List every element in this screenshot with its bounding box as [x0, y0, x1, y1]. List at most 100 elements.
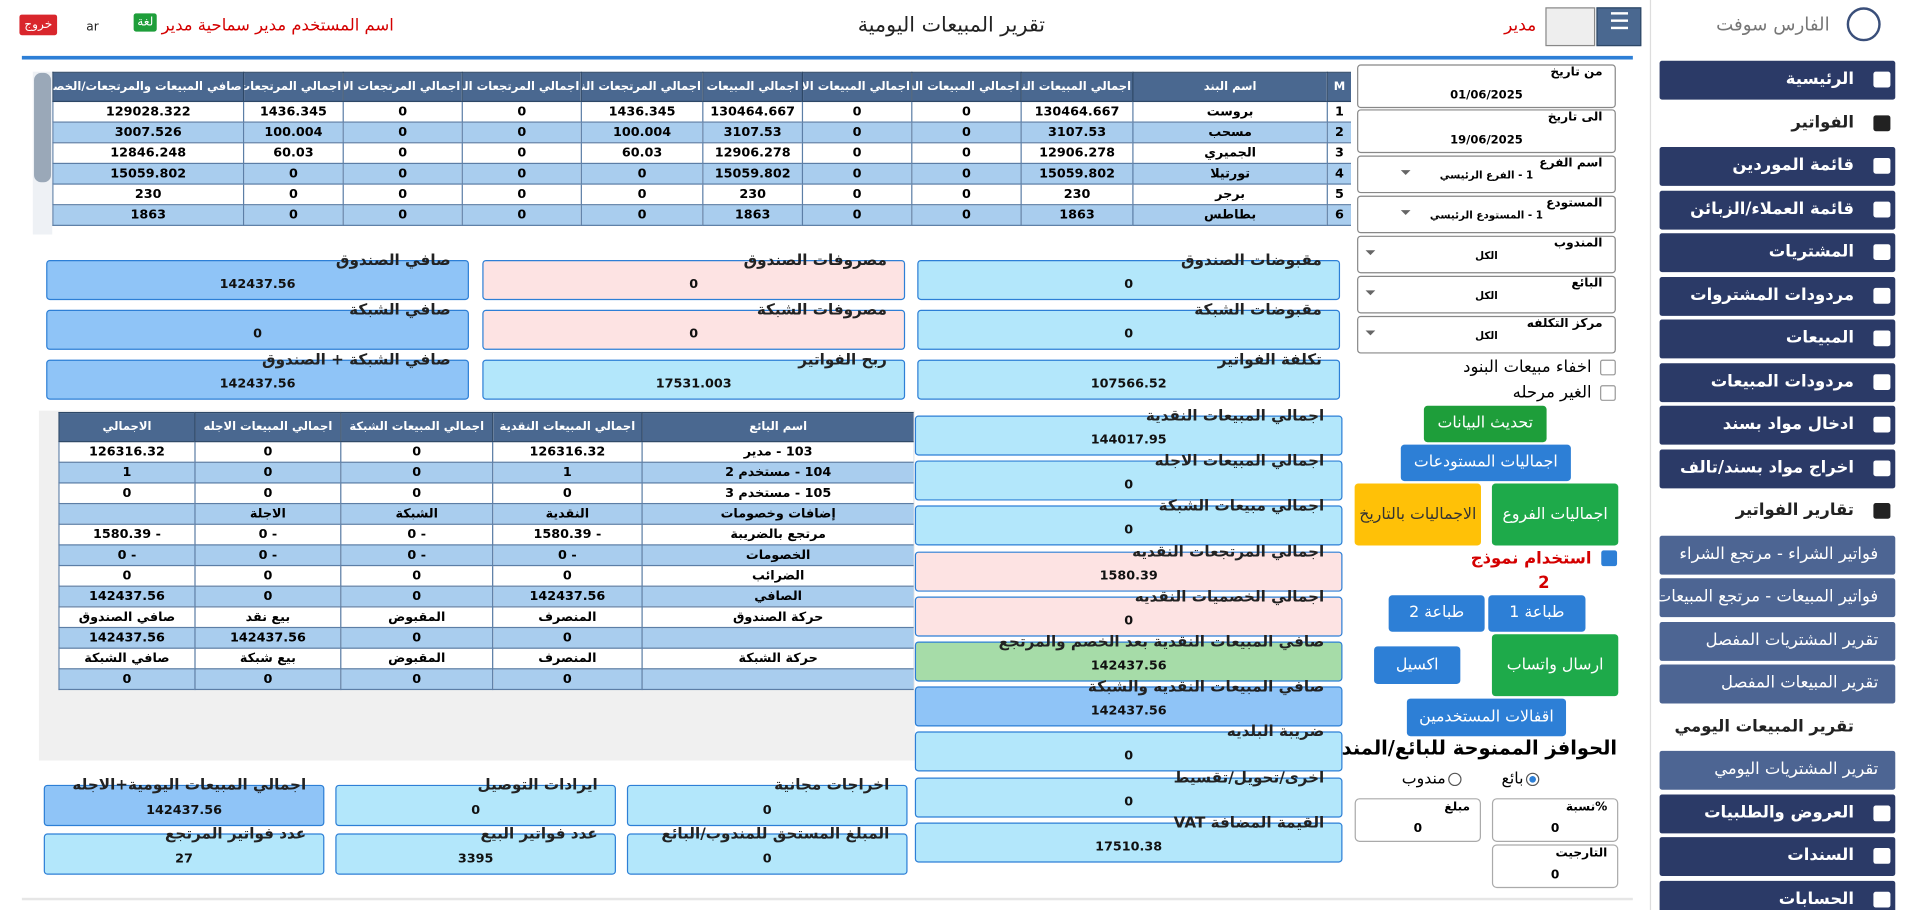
filter[interactable]: الى تاريخ 19/06/2025 — [1357, 109, 1616, 154]
table-cell: 0 — [58, 482, 196, 505]
menu-item[interactable]: مردودات المبيعات — [1659, 362, 1896, 402]
filter[interactable]: المستودع 1 - المستودع الرئيسي — [1357, 195, 1616, 234]
checkbox[interactable] — [1600, 359, 1616, 376]
cell-text: 60.03 — [621, 145, 663, 161]
menu-item[interactable]: قائمة العملاء/الزبائن — [1659, 190, 1896, 230]
menu-item[interactable]: قائمة الموردين — [1659, 147, 1896, 186]
box-value: 142437.56 — [219, 376, 296, 392]
menu-item[interactable]: تقارير الفواتير — [1659, 492, 1896, 531]
excel-button[interactable]: اكسيل — [1374, 646, 1461, 684]
menu-item[interactable]: ادخال مواد بسند — [1659, 405, 1896, 445]
print1-button-label: طباعة 1 — [1509, 604, 1565, 623]
menu-icon — [1873, 114, 1891, 131]
cell-text: 0 — [263, 568, 273, 584]
table-cell: 0 — [340, 564, 494, 587]
refresh-button[interactable]: تحديث البيانات — [1423, 405, 1547, 443]
fullscreen[interactable] — [1545, 7, 1596, 47]
table-cell: 0 — [194, 482, 342, 505]
menu-item[interactable]: تقرير المبيعات المفصل — [1659, 664, 1896, 704]
box-label: اجمالي مبيعات الشبكة — [1158, 496, 1325, 515]
cell-text: 0 — [637, 187, 647, 202]
whatsapp-button[interactable]: ارسال واتساب — [1491, 634, 1619, 697]
filter[interactable]: البائع الكل — [1357, 275, 1616, 314]
field-value: 0 — [1413, 822, 1423, 836]
model-checkbox[interactable] — [1601, 550, 1618, 567]
excel-button-label: اكسيل — [1395, 655, 1439, 674]
cell-text: 0 — [288, 187, 298, 202]
radio[interactable] — [1448, 772, 1462, 787]
menu-label: ادخال مواد بسند — [1722, 414, 1854, 434]
option-label: الغير مرحله — [1512, 382, 1592, 403]
menu-item[interactable]: فواتير المبيعات - مرتجع المبيعات — [1656, 578, 1896, 618]
menu-item[interactable]: السندات — [1659, 837, 1896, 876]
filter[interactable]: اسم الفرع 1 - الفرع الرئيسي — [1357, 155, 1616, 194]
menu-item[interactable]: المبيعات — [1659, 319, 1896, 359]
table-cell: 130464.667 — [702, 100, 804, 123]
filter-value: 1 - المستودع الرئيسي — [1429, 210, 1543, 223]
menu-item[interactable]: الرئيسية — [1659, 60, 1896, 100]
table-cell: - 1580.39 — [58, 523, 196, 546]
cell-text: 1 — [122, 465, 132, 480]
language[interactable]: لغة — [133, 13, 158, 32]
cell-text: المنصرف — [538, 651, 597, 666]
value-box: مصروفات الصندوق 0 — [482, 250, 906, 301]
logout[interactable]: خروج — [19, 14, 58, 36]
column-header: اسم البند — [1132, 71, 1328, 103]
radio[interactable] — [1525, 772, 1540, 787]
column-header: اسم البائع — [641, 411, 914, 443]
incentives-title: الحوافز الممنوحة للبائع/المندوب — [1310, 736, 1618, 760]
cell-text: 0 — [398, 125, 408, 140]
table-cell: 0 — [340, 441, 494, 463]
cell-text: 2 — [1335, 125, 1344, 140]
cell-text: - 0 — [258, 527, 278, 542]
checkbox[interactable] — [1600, 385, 1616, 401]
cell-text: 0 — [962, 125, 971, 140]
cell-text: 0 — [962, 145, 971, 161]
branches-button[interactable]: اجماليات الفروع — [1491, 483, 1619, 546]
incentive-field[interactable]: نسبة% 0 — [1491, 798, 1619, 842]
box-value: 144017.95 — [1090, 432, 1167, 448]
menu-item[interactable]: تقرير المشتريات اليومي — [1659, 750, 1896, 790]
cell-text: بيع نقد — [245, 609, 291, 625]
table-cell: 0 — [911, 204, 1022, 226]
menu-item[interactable]: اخراج مواد بسند/تالف — [1659, 448, 1896, 488]
header-rule — [21, 55, 1633, 60]
filter[interactable]: مركز التكلفه الكل — [1357, 315, 1616, 354]
menu-item[interactable]: تقرير المشتريات المفصل — [1659, 621, 1896, 661]
box-value: 0 — [1124, 477, 1134, 493]
cell-text: 0 — [517, 125, 527, 140]
print1-button[interactable]: طباعة 1 — [1488, 595, 1586, 632]
menu-item[interactable]: المشتريات — [1659, 233, 1896, 273]
box-value: 27 — [175, 851, 193, 867]
table-cell: 0 — [340, 461, 494, 484]
lang-code[interactable]: ar — [86, 20, 99, 35]
menu-item[interactable]: تقرير المبيعات اليومي — [1659, 707, 1896, 747]
cell-text: 230 — [739, 187, 766, 202]
menu-icon — [1873, 804, 1891, 821]
menu-item[interactable]: الحسابات — [1659, 880, 1896, 910]
menu-item[interactable]: الفواتير — [1659, 103, 1896, 143]
menu-item[interactable]: العروض والطلبيات — [1659, 793, 1896, 833]
closings-button[interactable]: اقفالات المستخدمين — [1406, 698, 1567, 737]
filter[interactable]: من تاريخ 01/06/2025 — [1357, 64, 1616, 109]
by-date-button[interactable]: الاجماليات بالتاريخ — [1354, 483, 1481, 546]
table-cell: 15059.802 — [1020, 162, 1134, 185]
menu-item[interactable]: فواتير الشراء - مرتجع الشراء — [1659, 535, 1896, 575]
incentive-field[interactable]: التارجيت 0 — [1491, 844, 1619, 889]
filter-label: المندوب — [1553, 236, 1603, 251]
cell-text: 0 — [852, 145, 862, 161]
warehouses-button[interactable]: اجماليات المستودعات — [1400, 444, 1571, 482]
table-cell: 0 — [801, 100, 913, 123]
value-box: القيمة المضافة VAT 17510.38 — [914, 813, 1343, 863]
cell-text: برجر — [1215, 187, 1246, 202]
cell-text: صافي الشبكة — [84, 651, 170, 666]
cell-text: الشبكة — [395, 506, 438, 522]
incentive-field[interactable]: مبلغ 0 — [1354, 798, 1481, 842]
menu-item[interactable]: مردودات المشتروات — [1659, 276, 1896, 316]
menu-icon — [1873, 848, 1891, 864]
print2-button[interactable]: طباعة 2 — [1388, 595, 1485, 632]
table-cell: 0 — [194, 585, 342, 608]
value-box: مصروفات الشبكة 0 — [482, 300, 906, 350]
filter[interactable]: المندوب الكل — [1357, 235, 1616, 274]
